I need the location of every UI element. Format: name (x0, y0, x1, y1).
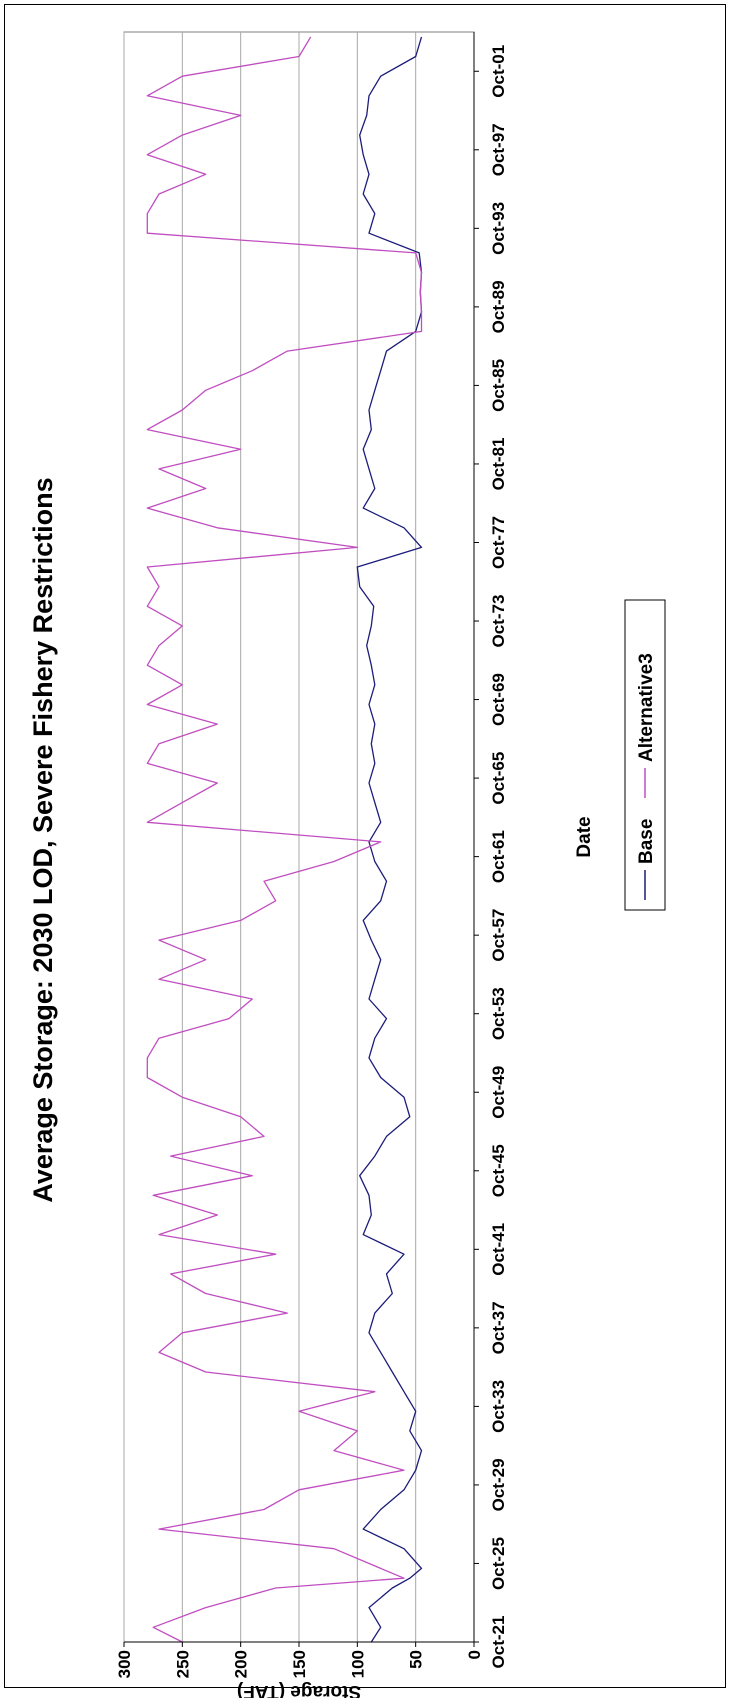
x-tick-label: Oct-49 (489, 1066, 508, 1119)
x-axis: Oct-21 Oct-25 Oct-29 Oct-33 Oct-37 Oct-41 Oct-… (473, 32, 508, 1669)
y-tick-label: 300 (115, 1650, 134, 1678)
y-axis: 0 50 100 150 200 250 300 (115, 1641, 484, 1678)
x-axis-label: Date (574, 816, 595, 857)
legend: Base Alternative3 (624, 599, 666, 911)
y-tick-label: 100 (348, 1650, 367, 1678)
plot-area (123, 31, 475, 1643)
x-tick-label: Oct-25 (489, 1537, 508, 1590)
chart-frame (4, 4, 726, 1688)
x-tick-label: Oct-69 (489, 673, 508, 726)
x-tick-label: Oct-29 (489, 1458, 508, 1511)
x-tick-label: Oct-61 (489, 830, 508, 883)
x-tick-label: Oct-37 (489, 1301, 508, 1354)
x-tick-label: Oct-89 (489, 280, 508, 333)
x-tick-label: Oct-45 (489, 1144, 508, 1197)
legend-label-alternative3: Alternative3 (636, 653, 657, 762)
y-tick-label: 0 (465, 1650, 484, 1659)
x-tick-label: Oct-93 (489, 202, 508, 255)
series-line-alternative3 (146, 36, 423, 1643)
x-tick-label: Oct-21 (489, 1616, 508, 1669)
x-tick-label: Oct-81 (489, 437, 508, 490)
legend-label-base: Base (636, 819, 657, 864)
y-tick-label: 150 (290, 1650, 309, 1678)
x-tick-label: Oct-73 (489, 595, 508, 648)
x-tick-label: Oct-33 (489, 1380, 508, 1433)
chart-title: Average Storage: 2030 LOD, Severe Fisher… (28, 477, 58, 1202)
x-tick-label: Oct-77 (489, 516, 508, 569)
y-axis-label: Storage (TAF) (237, 1681, 361, 1698)
y-tick-label: 200 (232, 1650, 251, 1678)
y-tick-label: 50 (407, 1650, 426, 1669)
x-tick-label: Oct-41 (489, 1223, 508, 1276)
x-tick-label: Oct-53 (489, 987, 508, 1040)
x-tick-label: Oct-65 (489, 752, 508, 805)
legend-box (624, 599, 666, 911)
x-tick-label: Oct-01 (489, 45, 508, 98)
x-tick-label: Oct-97 (489, 123, 508, 176)
y-tick-label: 250 (173, 1650, 192, 1678)
x-tick-label: Oct-85 (489, 359, 508, 412)
x-tick-label: Oct-57 (489, 909, 508, 962)
